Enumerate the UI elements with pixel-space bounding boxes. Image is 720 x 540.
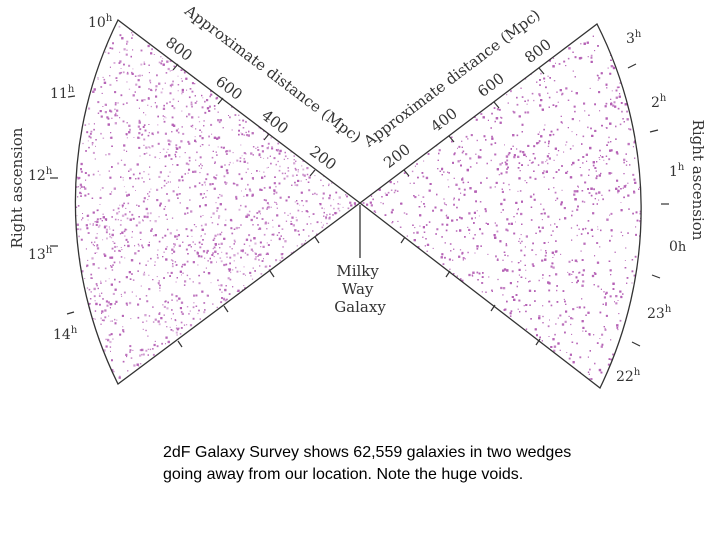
right-distance-tick-800: 800: [521, 35, 555, 67]
left-distance-tick-400: 400: [258, 106, 292, 138]
hour-tick-marks: [50, 63, 669, 347]
right-distance-tick-600: 600: [474, 69, 508, 101]
left-hour-10: 10h: [88, 13, 113, 31]
left-distance-tick-200: 200: [306, 142, 340, 174]
left-hour-11: 11h: [50, 84, 75, 102]
right-hour-1: 1h: [669, 162, 685, 180]
distance-tick-marks: [172, 63, 545, 348]
right-hour-23: 23h: [647, 304, 672, 322]
left-distance-tick-800: 800: [162, 33, 196, 65]
right-wedge-outline: [358, 23, 642, 390]
right-right-ascension-title: Right ascension: [689, 120, 707, 241]
figure-caption: 2dF Galaxy Survey shows 62,559 galaxies …: [163, 442, 683, 486]
left-right-ascension-title: Right ascension: [8, 127, 26, 248]
right-distance-tick-200: 200: [380, 140, 414, 172]
right-hour-3: 3h: [626, 29, 642, 47]
right-hour-2: 2h: [651, 93, 667, 111]
caption-line-2: going away from our location. Note the h…: [163, 466, 524, 483]
left-survey-wedge: [74, 19, 362, 385]
right-survey-wedge: [358, 23, 642, 390]
right-distance-axis-title: Approximate distance (Mpc): [360, 6, 544, 151]
right-wedge-galaxy-points: [362, 26, 642, 388]
right-hour-0: 0h: [669, 239, 687, 255]
left-wedge-outline: [74, 19, 362, 385]
right-hour-labels: 3h 2h 1h 0h 23h 22h: [616, 29, 687, 385]
left-wedge-galaxy-points: [75, 20, 360, 384]
left-hour-labels: 10h 11h 12h 13h 14h: [28, 13, 113, 343]
milky-way-label: Milky Way Galaxy: [334, 262, 386, 316]
caption-line-1: 2dF Galaxy Survey shows 62,559 galaxies …: [163, 444, 572, 461]
right-hour-22: 22h: [616, 367, 641, 385]
left-hour-13: 13h: [28, 245, 53, 263]
left-hour-14: 14h: [53, 325, 78, 343]
left-hour-12: 12h: [28, 166, 53, 184]
